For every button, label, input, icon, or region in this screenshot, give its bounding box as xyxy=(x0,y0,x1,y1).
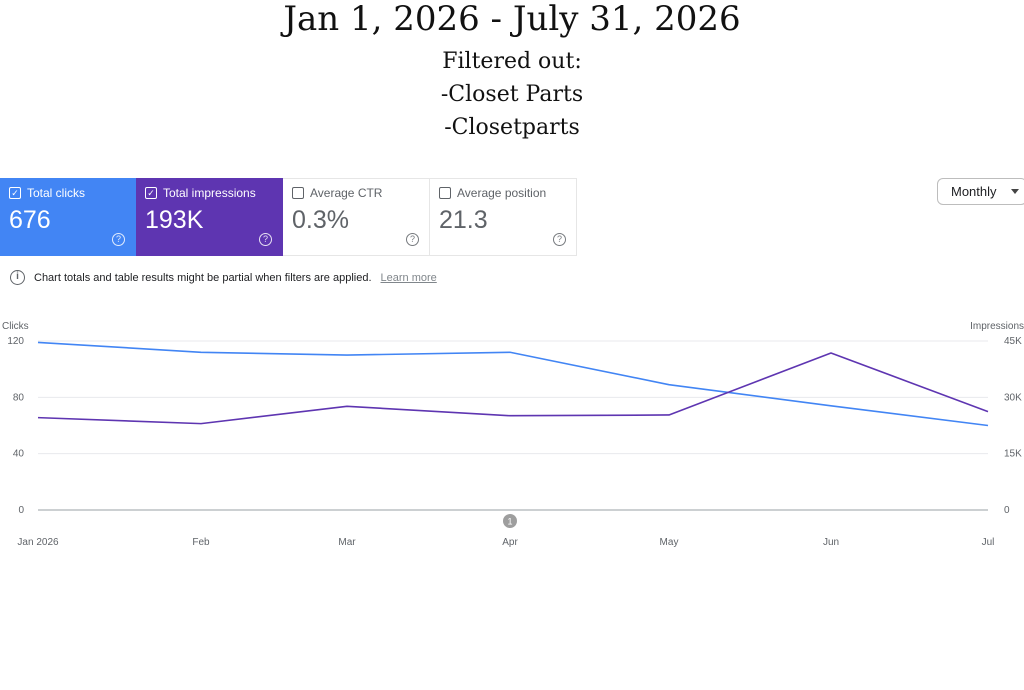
filter-heading: Filtered out: xyxy=(442,49,582,74)
series-line-impressions xyxy=(37,352,989,425)
y-tick-label-right: 0 xyxy=(1004,505,1010,516)
y-axis-title-left: Clicks xyxy=(2,321,29,332)
help-icon[interactable]: ? xyxy=(112,233,125,246)
learn-more-link[interactable]: Learn more xyxy=(380,271,437,284)
metric-card-position[interactable]: Average position 21.3 ? xyxy=(430,178,577,256)
y-tick-label-left: 80 xyxy=(13,392,25,403)
annotation-marker-label: 1 xyxy=(507,517,512,527)
x-tick-label: Feb xyxy=(192,537,210,548)
y-tick-label-right: 30K xyxy=(1004,392,1022,403)
report-title: Jan 1, 2026 - July 31, 2026 xyxy=(283,0,741,39)
metric-value: 676 xyxy=(9,206,51,234)
help-icon[interactable]: ? xyxy=(406,233,419,246)
caret-down-icon xyxy=(1010,189,1019,194)
y-axis-title-right: Impressions xyxy=(970,321,1024,332)
metric-label: Total clicks xyxy=(27,186,86,200)
y-tick-label-left: 40 xyxy=(13,449,25,460)
checkbox-unchecked-icon[interactable] xyxy=(439,187,451,199)
info-icon: i xyxy=(10,270,25,285)
series-line-clicks xyxy=(37,341,989,427)
metric-value: 193K xyxy=(145,206,204,234)
x-tick-label: Apr xyxy=(502,537,518,548)
metric-card-clicks[interactable]: ✓ Total clicks 676 ? xyxy=(0,178,136,256)
metric-card-impressions[interactable]: ✓ Total impressions 193K ? xyxy=(136,178,283,256)
help-icon[interactable]: ? xyxy=(553,233,566,246)
granularity-dropdown[interactable]: Monthly xyxy=(937,178,1024,205)
checkbox-unchecked-icon[interactable] xyxy=(292,187,304,199)
filter-item-1: -Closet Parts xyxy=(440,82,584,107)
y-tick-label-left: 120 xyxy=(7,336,24,347)
y-tick-label-right: 45K xyxy=(1004,336,1022,347)
x-tick-label: May xyxy=(660,537,679,548)
x-tick-label: Mar xyxy=(338,537,356,548)
metric-value: 21.3 xyxy=(439,206,488,234)
partial-data-notice: i Chart totals and table results might b… xyxy=(10,270,437,285)
filter-item-2: -Closetparts xyxy=(444,115,580,140)
checkbox-checked-icon[interactable]: ✓ xyxy=(145,187,157,199)
checkbox-checked-icon[interactable]: ✓ xyxy=(9,187,21,199)
y-tick-label-left: 0 xyxy=(18,505,24,516)
metric-cards: ✓ Total clicks 676 ? ✓ Total impressions… xyxy=(0,178,577,256)
annotation-marker xyxy=(503,514,517,528)
metric-value: 0.3% xyxy=(292,206,349,234)
notice-text: Chart totals and table results might be … xyxy=(34,271,372,284)
x-tick-label: Jan 2026 xyxy=(17,537,59,548)
granularity-selected: Monthly xyxy=(951,184,997,199)
x-tick-label: Jun xyxy=(823,537,839,548)
help-icon[interactable]: ? xyxy=(259,233,272,246)
metric-label: Average position xyxy=(457,186,547,200)
metric-card-ctr[interactable]: Average CTR 0.3% ? xyxy=(283,178,430,256)
metric-label: Total impressions xyxy=(163,186,256,200)
y-tick-label-right: 15K xyxy=(1004,449,1022,460)
metric-label: Average CTR xyxy=(310,186,383,200)
x-tick-label: Jul xyxy=(982,537,995,548)
